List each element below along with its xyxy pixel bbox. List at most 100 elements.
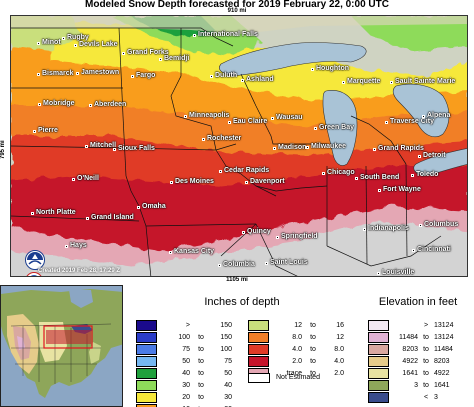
city-label: Hays — [70, 242, 87, 249]
depth-range-hi: 2.0 — [334, 370, 344, 377]
depth-range-hi: 100 — [220, 346, 232, 353]
city-marker — [241, 79, 244, 82]
not-estimated-swatch — [248, 373, 270, 383]
snow-depth-map[interactable]: Minot Rugby Devils Lake International Falls… — [10, 15, 468, 277]
city-label: Mitchell — [90, 142, 117, 149]
state-boundaries — [11, 27, 442, 276]
lake-erie — [413, 148, 467, 177]
depth-range-lo: trace — [286, 370, 302, 377]
city-marker — [37, 73, 40, 76]
city-label: Mobridge — [43, 100, 75, 107]
city-marker — [85, 145, 88, 148]
elevation-range-hi: 8203 — [434, 358, 450, 365]
depth-swatch — [136, 392, 157, 403]
depth-range-hi: 40 — [224, 382, 232, 389]
city-label: Kansas City — [174, 248, 215, 255]
city-marker — [86, 217, 89, 220]
city-marker — [355, 177, 358, 180]
noaa-logo-icon — [25, 250, 45, 270]
elevation-range-lo: 11484 — [399, 334, 418, 341]
city-label: North Platte — [36, 209, 76, 216]
depth-range-lo: 4.0 — [292, 346, 302, 353]
depth-range-hi: 50 — [224, 370, 232, 377]
city-marker — [342, 81, 345, 84]
city-label: Omaha — [142, 203, 166, 210]
depth-range-to: to — [310, 370, 316, 377]
city-label: Detroit — [423, 152, 446, 159]
lake-superior — [219, 42, 367, 77]
depth-range-hi: 8.0 — [334, 346, 344, 353]
elevation-swatch — [368, 368, 389, 379]
elevation-range-lo: 1641 — [402, 370, 418, 377]
elevation-range-lo: 8203 — [402, 346, 418, 353]
lake-michigan — [322, 90, 358, 166]
city-label: Devils Lake — [79, 41, 118, 48]
city-label: Rochester — [207, 135, 242, 142]
city-marker — [377, 272, 380, 275]
depth-range-to: to — [198, 382, 204, 389]
depth-swatch — [136, 344, 157, 355]
elevation-legend-row: 4922 to 8203 — [368, 356, 474, 367]
city-marker — [418, 155, 421, 158]
city-marker — [202, 138, 205, 141]
depth-range-to: to — [310, 322, 316, 329]
city-label: Ashland — [246, 76, 274, 83]
map-extent-box — [43, 325, 93, 349]
city-marker — [265, 262, 268, 265]
depth-swatch — [248, 320, 269, 331]
city-label: Sault Sainte Marie — [395, 78, 456, 85]
city-label: Jamestown — [81, 69, 120, 76]
elevation-legend-heading: Elevation in feet — [378, 296, 458, 308]
city-label: Fort Wayne — [383, 186, 421, 193]
city-label: Cedar Rapids — [224, 167, 270, 174]
city-label: Saint Louis — [270, 259, 308, 266]
created-timestamp: Created 2019 Feb 28, 17:29 Z — [38, 268, 121, 274]
depth-range-hi: 150 — [220, 334, 232, 341]
depth-range-lo: 8.0 — [292, 334, 302, 341]
elevation-swatch — [368, 392, 389, 403]
depth-range-lo: 12 — [294, 322, 302, 329]
elevation-swatch — [368, 380, 389, 391]
depth-legend-row: 2.0 to 4.0 — [248, 356, 348, 367]
city-label: Grand Island — [91, 214, 134, 221]
city-marker — [33, 130, 36, 133]
city-marker — [419, 224, 422, 227]
city-marker — [65, 245, 68, 248]
depth-swatch — [248, 356, 269, 367]
city-label: South Bend — [360, 174, 400, 181]
city-marker — [363, 228, 366, 231]
elevation-range-to: to — [423, 358, 429, 365]
depth-range-hi: 16 — [336, 322, 344, 329]
depth-swatch — [136, 404, 157, 407]
city-label: O'Neill — [77, 175, 99, 182]
depth-swatch — [136, 368, 157, 379]
city-marker — [271, 117, 274, 120]
city-marker — [170, 181, 173, 184]
elevation-swatch — [368, 356, 389, 367]
city-label: Milwaukee — [311, 143, 347, 150]
city-marker — [314, 127, 317, 130]
city-label: Bismarck — [42, 70, 74, 77]
elevation-range-hi: 4922 — [434, 370, 450, 377]
city-marker — [122, 52, 125, 55]
lake-huron — [392, 83, 450, 138]
depth-legend-row: 30 to 40 — [136, 380, 236, 391]
city-label: Houghton — [316, 65, 350, 72]
city-label: Louisville — [382, 269, 415, 276]
city-marker — [72, 178, 75, 181]
city-label: Des Moines — [175, 178, 214, 185]
elevation-range-hi: 3 — [434, 394, 438, 401]
city-marker — [38, 103, 41, 106]
elevation-legend-row: 11484 to 13124 — [368, 332, 474, 343]
depth-range-to: to — [310, 334, 316, 341]
bottom-distance-label: 1105 mi — [226, 277, 248, 283]
elevation-inset-map[interactable] — [0, 285, 123, 407]
side-distance-label: 795 mi — [0, 140, 6, 160]
depth-legend-row: 100 to 150 — [136, 332, 236, 343]
depth-legend-row: 75 to 100 — [136, 344, 236, 355]
depth-range-lo: 50 — [182, 358, 190, 365]
depth-range-to: to — [198, 346, 204, 353]
city-marker — [76, 72, 79, 75]
city-marker — [159, 58, 162, 61]
elevation-range-hi: 13124 — [434, 334, 454, 341]
